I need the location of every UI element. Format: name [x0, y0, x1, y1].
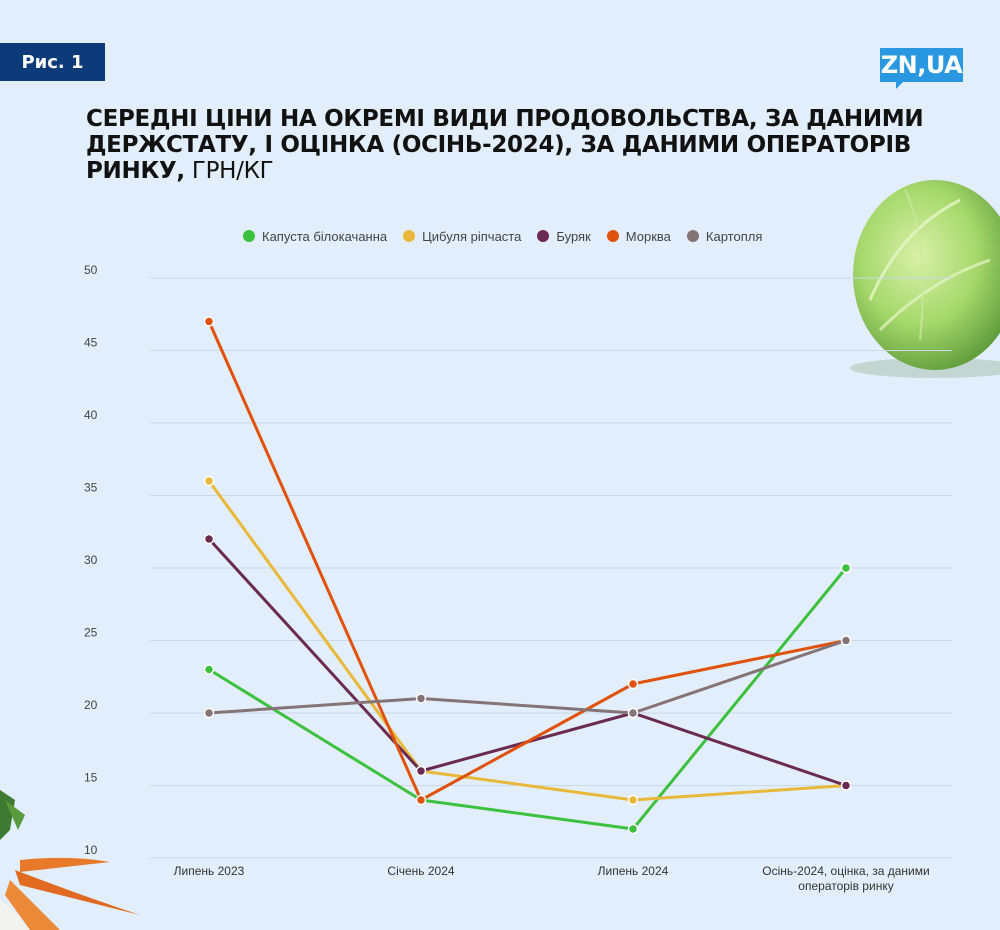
data-point — [415, 693, 427, 704]
series-points — [203, 316, 852, 835]
chart-legend: Капуста білокачанна Цибуля ріпчаста Буряк М… — [243, 226, 778, 246]
legend-marker — [686, 230, 699, 242]
y-tick-label: 10 — [84, 843, 98, 857]
title-unit: ГРН/КГ — [191, 158, 274, 184]
data-point — [203, 664, 215, 675]
legend-label: Буряк — [556, 228, 591, 244]
legend-item: Морква — [606, 228, 671, 244]
cabbage-illustration — [850, 180, 1000, 378]
y-tick-label: 45 — [84, 336, 98, 350]
series-line — [208, 639, 847, 715]
x-tick-label: Осінь-2024, оцінка, за даними — [762, 864, 929, 878]
y-tick-label: 40 — [84, 408, 98, 422]
y-tick-label: 35 — [84, 481, 98, 495]
y-tick-label: 50 — [84, 263, 98, 277]
series-line — [207, 320, 847, 802]
data-point — [415, 794, 427, 806]
series-line — [208, 567, 848, 831]
data-point — [203, 533, 215, 545]
y-tick-label: 15 — [84, 771, 98, 785]
x-tick-label: Січень 2024 — [387, 864, 454, 878]
series-lines — [207, 320, 848, 831]
data-point — [627, 794, 639, 806]
x-tick-label: Липень 2024 — [598, 864, 669, 878]
data-point — [627, 678, 639, 690]
x-axis: Липень 2023 Січень 2024 Липень 2024 Осінь-2… — [174, 864, 930, 893]
data-point — [840, 635, 852, 646]
y-tick-label: 25 — [84, 626, 98, 640]
legend-marker — [403, 230, 416, 242]
legend-item: Цибуля ріпчаста — [403, 229, 521, 244]
legend-label: Капуста білокачанна — [262, 228, 388, 244]
legend-item: Картопля — [686, 228, 763, 244]
x-tick-label: операторів ринку — [798, 879, 893, 893]
legend-label: Картопля — [705, 228, 763, 244]
legend-marker — [243, 230, 255, 242]
legend-item: Буряк — [537, 228, 591, 244]
data-point — [415, 765, 427, 777]
data-point — [627, 707, 639, 719]
carrots-illustration — [0, 790, 140, 930]
data-point — [203, 707, 215, 719]
data-point — [627, 823, 639, 835]
figure-badge: Рис. 1 — [0, 43, 105, 81]
data-point — [203, 316, 215, 327]
zn-ua-logo: ZN,UA — [880, 48, 963, 82]
data-point — [840, 562, 852, 574]
chart-grid — [150, 277, 952, 859]
x-tick-label: Липень 2023 — [174, 864, 245, 878]
y-tick-label: 20 — [84, 698, 98, 712]
legend-marker — [537, 230, 550, 242]
series-line — [207, 480, 847, 802]
legend-label: Цибуля ріпчаста — [422, 228, 522, 244]
y-axis: 10 15 20 25 30 35 40 45 50 — [84, 263, 98, 857]
data-point — [203, 475, 215, 487]
y-tick-label: 30 — [84, 553, 98, 567]
data-point — [840, 780, 852, 791]
title-main: СЕРЕДНІ ЦІНИ НА ОКРЕМІ ВИДИ ПРОДОВОЛЬСТВ… — [86, 106, 924, 184]
legend-label: Морква — [625, 228, 671, 244]
series-line — [207, 537, 847, 787]
logo-tail — [896, 81, 904, 89]
legend-marker — [606, 230, 619, 242]
legend-item: Капуста білокачанна — [243, 229, 387, 244]
chart-title: СЕРЕДНІ ЦІНИ НА ОКРЕМІ ВИДИ ПРОДОВОЛЬСТВ… — [86, 106, 926, 184]
